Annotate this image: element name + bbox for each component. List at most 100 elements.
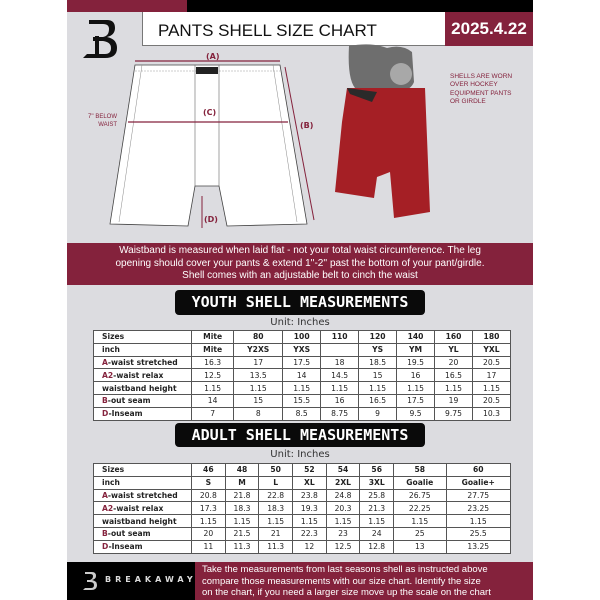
table-cell: 9.5 — [396, 406, 436, 421]
brand-name: BREAKAWAY — [105, 575, 197, 584]
table-cell: 58 — [393, 463, 447, 477]
row-label-text: -waist stretched — [107, 490, 178, 500]
table-row: D-Inseam 7 8 8.5 8.75 9 9.5 9.75 10.3 — [93, 406, 512, 421]
table-cell: 1.15 — [325, 514, 361, 528]
table-cell: 19 — [434, 393, 473, 408]
table-row: A2-waist relax 17.3 18.3 18.3 19.3 20.3 21.3 22… — [93, 501, 512, 516]
row-label: B-out seam — [93, 393, 192, 408]
table-row: B-out seam 20 21.5 21 22.3 23 24 25 25.5 — [93, 526, 512, 541]
table-cell: 48 — [224, 463, 260, 477]
table-cell: 1.15 — [258, 514, 294, 528]
row-label: Sizes — [93, 330, 192, 344]
table-cell: 14.5 — [320, 368, 360, 383]
table-cell: 56 — [359, 463, 395, 477]
table-row: D-Inseam 11 11.3 11.3 12 12.5 12.8 13 13.25 — [93, 539, 512, 554]
measure-letter: B — [102, 396, 108, 406]
info-line: Waistband is measured when laid flat - n… — [119, 245, 481, 256]
table-row: inch S M L XL 2XL 3XL Goalie Goalie+ — [93, 475, 512, 490]
table-cell: 52 — [292, 463, 327, 477]
table-row: inch Mite Y2XS YXS YS YM YL YXL — [93, 342, 512, 357]
table-cell: 1.15 — [224, 514, 260, 528]
youth-unit-label: Unit: Inches — [270, 317, 330, 328]
table-cell: 17.5 — [396, 393, 436, 408]
table-cell: 110 — [320, 330, 360, 344]
youth-size-table: Sizes Mite 80 100 110 120 140 160 180 inch Mite Y2X… — [93, 330, 512, 421]
table-cell: 1.15 — [445, 514, 512, 528]
table-cell: 16 — [320, 393, 360, 408]
table-cell: 10.3 — [471, 406, 512, 421]
table-cell: 1.15 — [358, 381, 398, 395]
table-cell: 19.3 — [292, 501, 327, 516]
info-line: opening should cover your pants & extend… — [115, 257, 485, 269]
table-cell: 25 — [393, 526, 447, 541]
table-cell: 1.15 — [190, 381, 235, 395]
row-label: Sizes — [93, 463, 192, 477]
table-cell: 22.3 — [292, 526, 327, 541]
table-cell: 13 — [393, 539, 447, 554]
table-cell: XL — [292, 475, 327, 490]
table-cell: 1.15 — [471, 381, 512, 395]
table-cell: 19.5 — [396, 355, 436, 370]
table-cell: 1.15 — [359, 514, 395, 528]
row-label: D-Inseam — [93, 539, 192, 554]
table-cell: 1.15 — [434, 381, 473, 395]
table-cell: 160 — [434, 330, 473, 344]
table-cell: 17.5 — [282, 355, 322, 370]
table-cell: 1.15 — [396, 381, 436, 395]
table-cell: 17 — [471, 368, 512, 383]
table-cell: 23.8 — [292, 488, 327, 503]
table-cell: 60 — [445, 463, 512, 477]
table-cell: 18 — [320, 355, 360, 370]
table-row: Sizes 46 48 50 52 54 56 58 60 — [93, 463, 512, 477]
table-cell: 22.25 — [393, 501, 447, 516]
table-cell: S — [191, 475, 226, 490]
table-cell: 12.5 — [325, 539, 361, 554]
row-label-text: waistband height — [102, 516, 177, 526]
table-cell: 8 — [233, 406, 284, 421]
table-cell: 12.5 — [190, 368, 235, 383]
table-cell: YS — [358, 342, 398, 357]
row-label: A2-waist relax — [93, 501, 192, 516]
table-cell: 1.15 — [393, 514, 447, 528]
table-cell: YL — [434, 342, 473, 357]
table-cell: 54 — [325, 463, 361, 477]
instruction-line: Take the measurements from last seasons … — [202, 564, 488, 575]
table-cell: 20.3 — [325, 501, 361, 516]
table-cell: 18.5 — [358, 355, 398, 370]
top-accent-bar — [67, 0, 187, 12]
note-line: OR GIRDLE — [450, 97, 486, 105]
table-cell: 15 — [233, 393, 284, 408]
table-cell: 17.3 — [191, 501, 226, 516]
youth-section-title: YOUTH SHELL MEASUREMENTS — [175, 290, 425, 315]
table-cell: 12.8 — [359, 539, 395, 554]
table-cell: 24.8 — [325, 488, 361, 503]
breakaway-logo-icon — [83, 572, 97, 590]
table-cell: 18.3 — [224, 501, 260, 516]
table-cell: 21.5 — [224, 526, 260, 541]
table-cell: 20.5 — [471, 393, 512, 408]
table-cell: 46 — [191, 463, 226, 477]
table-cell: Goalie — [393, 475, 447, 490]
table-cell: 18.3 — [258, 501, 294, 516]
note-line: SHELLS ARE WORN — [450, 73, 513, 80]
row-label-text: -waist relax — [113, 370, 164, 380]
table-cell: 24 — [359, 526, 395, 541]
table-cell: 26.75 — [393, 488, 447, 503]
row-label: B-out seam — [93, 526, 192, 541]
pants-photo — [335, 44, 430, 218]
table-cell: L — [258, 475, 294, 490]
date-badge: 2025.4.22 — [445, 12, 533, 46]
row-label-text: -waist stretched — [107, 357, 178, 367]
table-row: waistband height 1.15 1.15 1.15 1.15 1.15 1.15… — [93, 514, 512, 528]
table-cell: 13.5 — [233, 368, 284, 383]
note-line: 7'' BELOW — [88, 114, 117, 120]
instruction-line: compare those measurements with our size… — [202, 575, 481, 587]
table-cell: 16.5 — [358, 393, 398, 408]
row-label: inch — [93, 342, 192, 357]
table-cell: 1.15 — [282, 381, 322, 395]
table-cell: 9 — [358, 406, 398, 421]
table-cell: 1.15 — [233, 381, 284, 395]
row-label: A2-waist relax — [93, 368, 192, 383]
table-cell: Mite — [190, 342, 235, 357]
table-cell: 16 — [396, 368, 436, 383]
